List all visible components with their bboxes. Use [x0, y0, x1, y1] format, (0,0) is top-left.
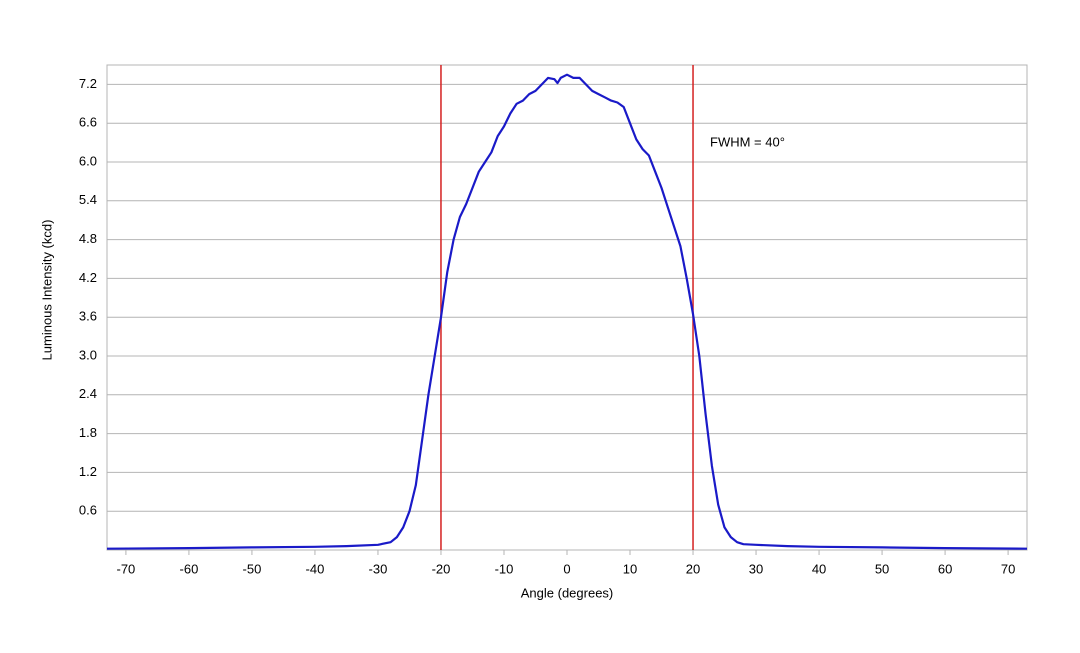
- x-tick-label: -20: [432, 561, 451, 576]
- y-tick-label: 2.4: [79, 386, 97, 401]
- y-tick-label: 6.6: [79, 115, 97, 130]
- y-tick-label: 3.6: [79, 309, 97, 324]
- y-tick-label: 6.0: [79, 153, 97, 168]
- x-tick-label: 50: [875, 561, 889, 576]
- x-tick-label: -70: [117, 561, 136, 576]
- x-tick-label: -50: [243, 561, 262, 576]
- x-tick-label: 30: [749, 561, 763, 576]
- x-axis-label: Angle (degrees): [521, 585, 614, 600]
- y-tick-label: 5.4: [79, 192, 97, 207]
- y-tick-label: 4.8: [79, 231, 97, 246]
- y-tick-label: 7.2: [79, 76, 97, 91]
- x-tick-label: -40: [306, 561, 325, 576]
- x-tick-label: 40: [812, 561, 826, 576]
- data-line: [106, 73, 1028, 550]
- x-tick-label: 20: [686, 561, 700, 576]
- x-tick-label: 10: [623, 561, 637, 576]
- y-tick-label: 0.6: [79, 503, 97, 518]
- annotation: FWHM = 40°: [710, 134, 785, 149]
- plot-border: [106, 64, 1028, 551]
- x-tick-label: 0: [563, 561, 570, 576]
- x-tick-label: -10: [495, 561, 514, 576]
- x-tick-label: 70: [1001, 561, 1015, 576]
- y-tick-label: 1.8: [79, 425, 97, 440]
- y-axis-label: Luminous Intensity (kcd): [39, 220, 54, 361]
- x-tick-label: 60: [938, 561, 952, 576]
- x-tick-label: -60: [180, 561, 199, 576]
- y-tick-label: 1.2: [79, 464, 97, 479]
- x-tick-label: -30: [369, 561, 388, 576]
- y-tick-label: 4.2: [79, 270, 97, 285]
- y-tick-label: 3.0: [79, 347, 97, 362]
